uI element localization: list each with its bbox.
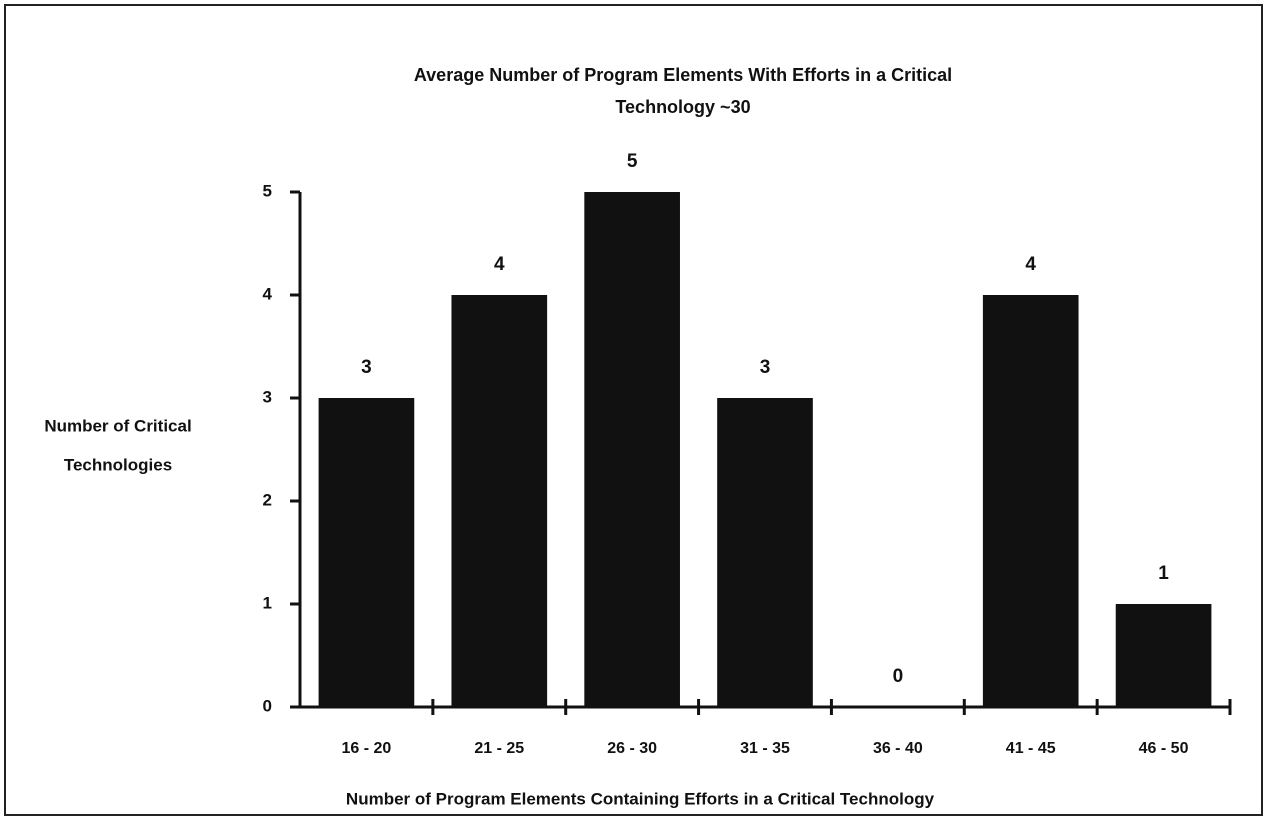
bar — [1115, 604, 1212, 707]
y-tick-label: 0 — [263, 696, 272, 715]
x-tick-label: 21 - 25 — [474, 740, 524, 757]
bar — [584, 192, 680, 707]
data-label: 0 — [893, 666, 904, 687]
bar — [318, 398, 415, 707]
y-tick-label: 4 — [263, 284, 273, 303]
data-label: 4 — [1025, 254, 1036, 275]
chart-title: Average Number of Program Elements With … — [414, 65, 952, 85]
x-tick-label: 26 - 30 — [607, 740, 657, 757]
x-axis-label: Number of Program Elements Containing Ef… — [346, 789, 935, 808]
x-tick-label: 46 - 50 — [1139, 740, 1189, 757]
bar — [717, 398, 813, 707]
y-tick-label: 1 — [263, 593, 272, 612]
x-tick-label: 36 - 40 — [873, 740, 923, 757]
y-axis-label: Number of Critical — [44, 416, 191, 435]
data-label: 3 — [760, 357, 771, 378]
y-tick-label: 5 — [263, 181, 272, 200]
x-tick-label: 16 - 20 — [342, 740, 392, 757]
y-tick-label: 2 — [263, 490, 272, 509]
chart-title: Technology ~30 — [615, 97, 750, 117]
data-label: 1 — [1158, 563, 1169, 584]
y-axis-label: Technologies — [64, 455, 172, 474]
bar — [451, 295, 548, 707]
data-label: 3 — [361, 357, 372, 378]
y-tick-label: 3 — [263, 387, 272, 406]
data-label: 5 — [627, 151, 638, 172]
frame — [4, 4, 1263, 816]
x-tick-label: 31 - 35 — [740, 740, 790, 757]
x-tick-label: 41 - 45 — [1006, 740, 1056, 757]
data-label: 4 — [494, 254, 505, 275]
bar — [982, 295, 1079, 707]
